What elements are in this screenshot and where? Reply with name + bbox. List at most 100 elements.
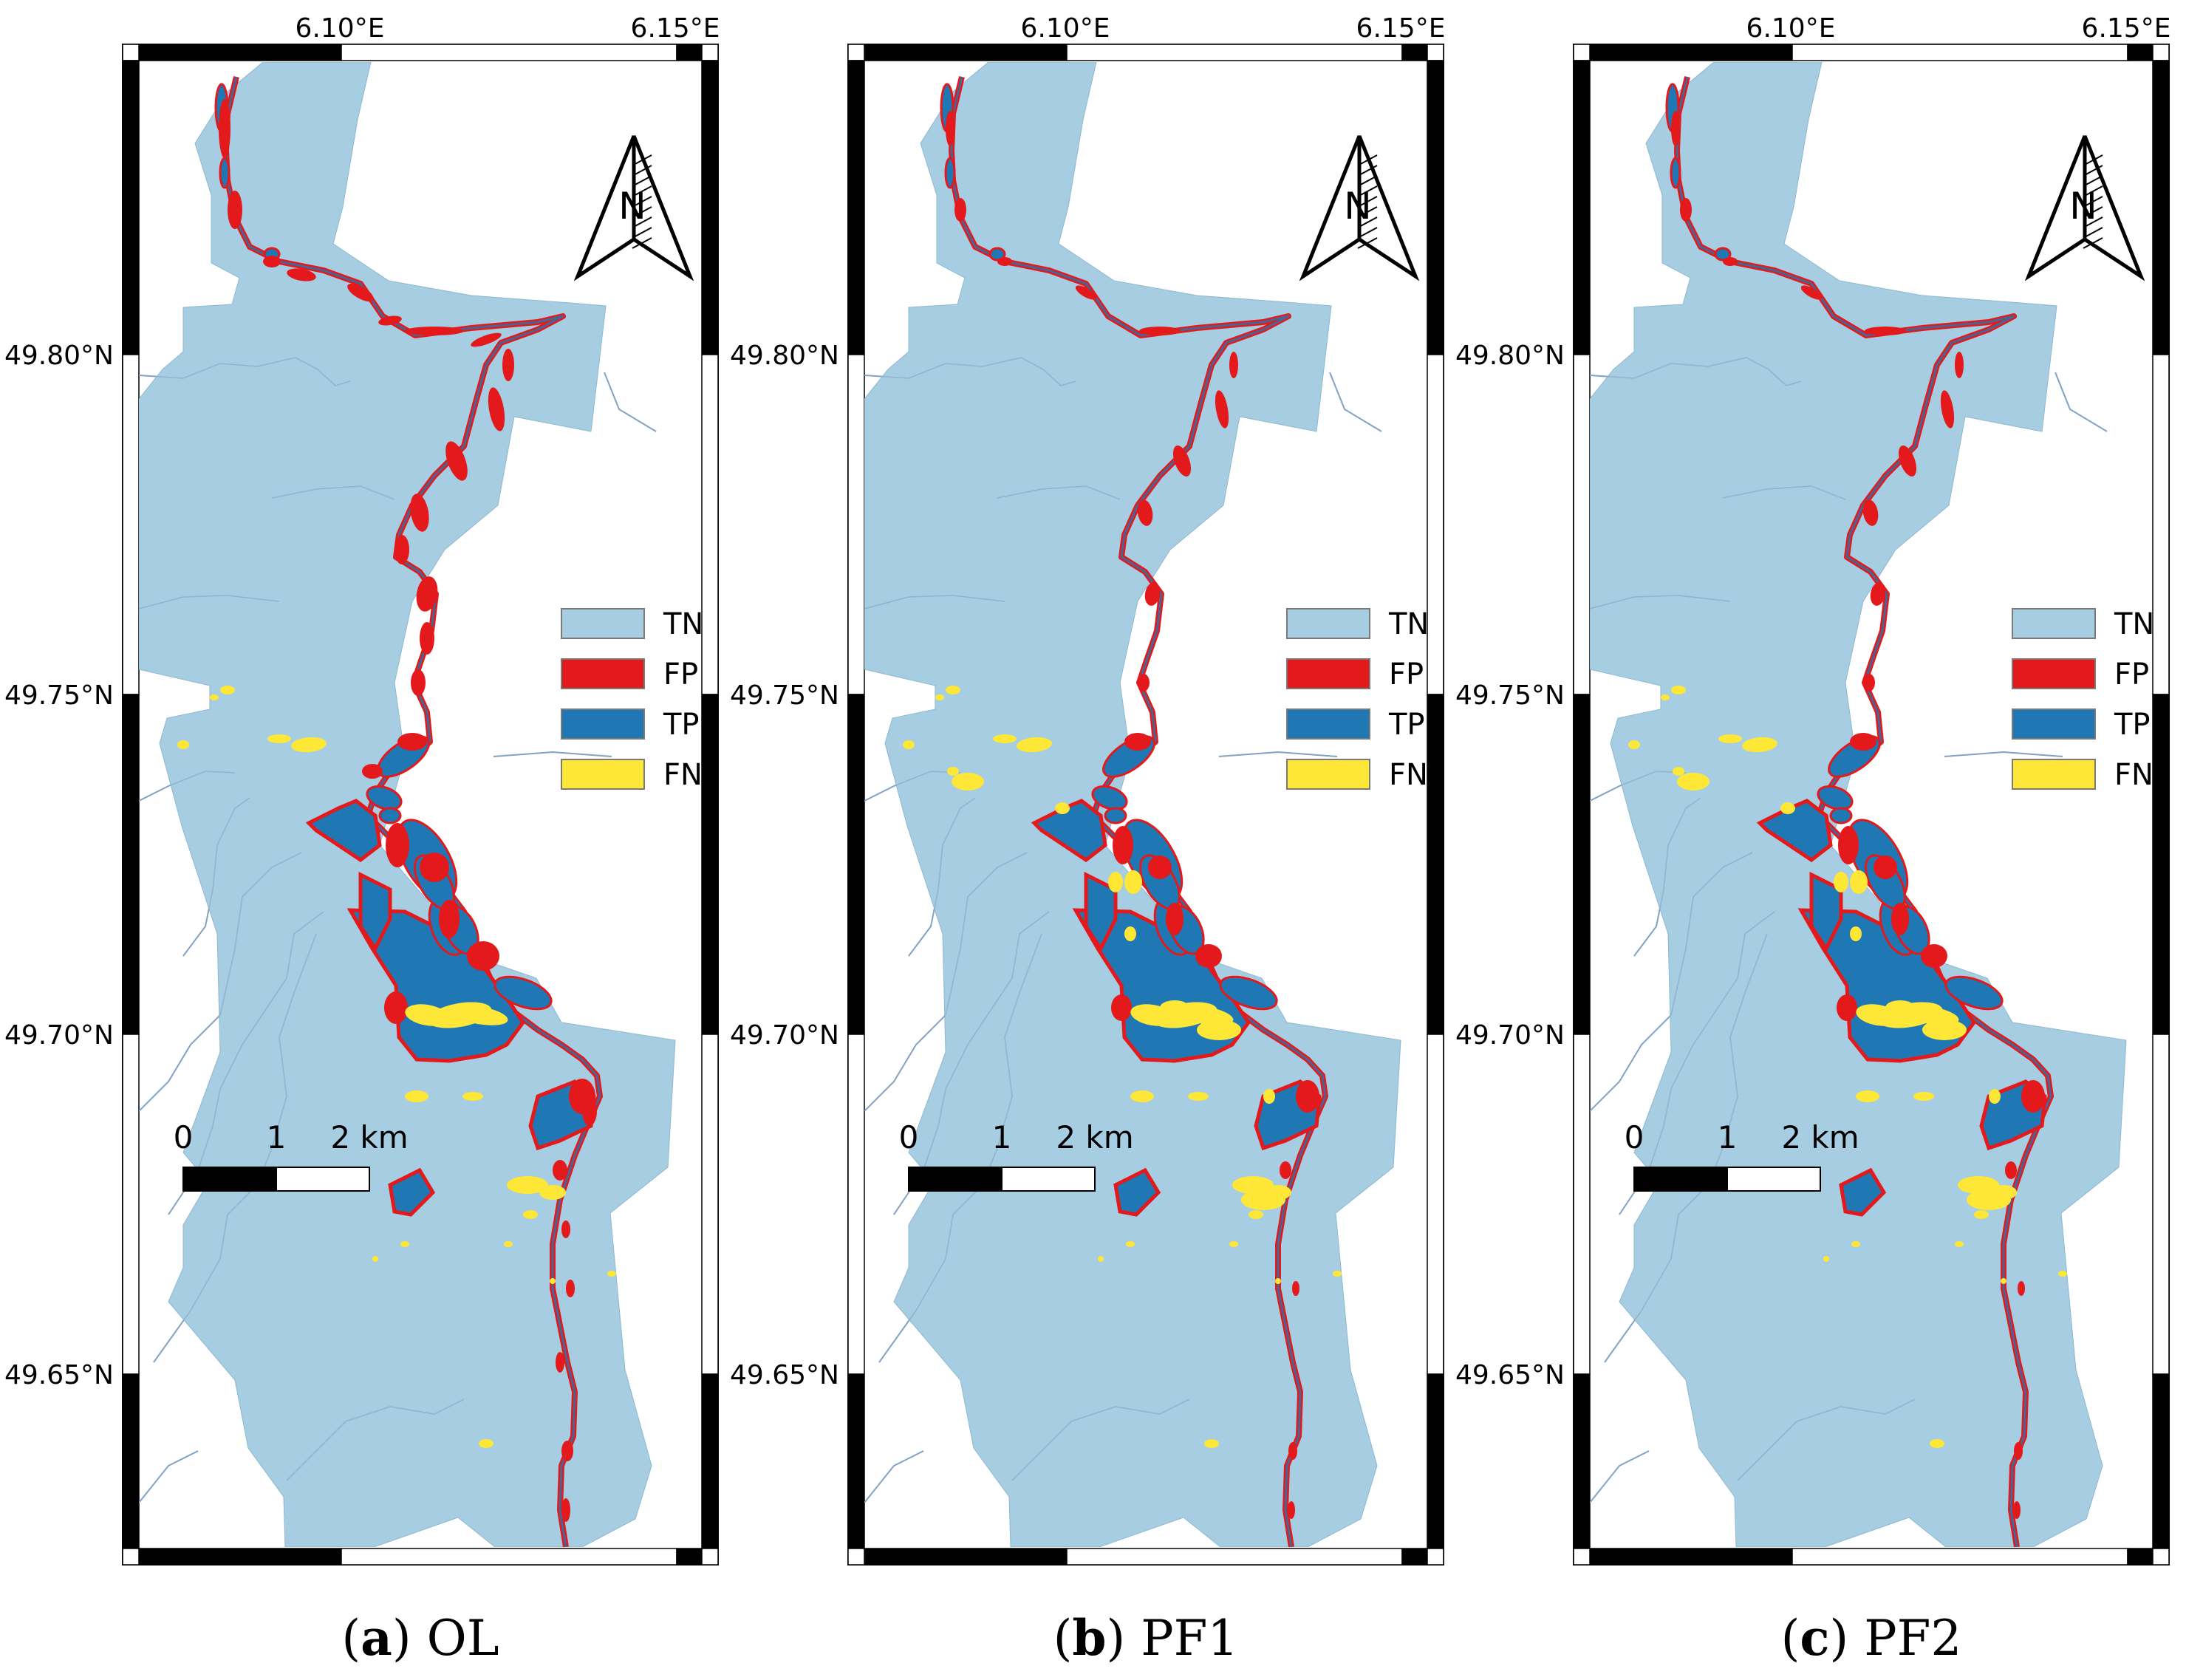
frame-right-segment [1427,60,1444,355]
fn-patch [400,1241,409,1247]
frame-left-segment [122,354,140,695]
caption-letter: a [361,1609,392,1667]
legend: TN FP TP FN [2012,607,2154,792]
north-arrow-hatch [2083,196,2103,208]
fn-patch [1677,773,1709,791]
fp-patch [1111,994,1132,1021]
frame-left-segment [122,60,140,355]
frame-left-segment [1573,1034,1591,1375]
north-arrow-hatch [632,165,652,177]
north-arrow-hatch [2083,175,2103,187]
stream-line-overlay [1633,797,1701,957]
north-arrow-hatch [632,216,652,228]
fp-patch [420,853,449,882]
fp-patch [394,535,409,564]
fn-patch [1628,740,1640,749]
stream-line-overlay [1011,1399,1190,1481]
panel-caption: (c) PF2 [1781,1609,1962,1667]
fn-patch [607,1271,616,1277]
panel-caption: (b) PF1 [1053,1609,1239,1667]
fp-patch [362,764,383,779]
frame-top-segment [1401,44,1428,61]
fp-patch [287,268,316,281]
scale-label-2: 2 km [1781,1119,1859,1155]
scale-label-1: 1 [267,1119,287,1155]
legend-swatch-fp [2012,658,2096,689]
fp-patch [1800,285,1823,300]
fn-patch [1130,1090,1154,1102]
fn-patch [405,1090,428,1102]
stream-line-overlay [1619,911,1775,1215]
fp-patch [1891,903,1909,935]
tp-patch [944,157,956,189]
north-arrow-hatch [1357,185,1378,197]
fn-patch [1955,1241,1964,1247]
fp-patch [488,387,505,431]
river-tp-line [1676,76,2052,1547]
legend-label-fn: FN [663,758,703,792]
legend-label-tp: TP [663,708,700,742]
fp-patch [1723,257,1738,266]
north-arrow-hatch [1357,196,1378,208]
legend-swatch-tn [2012,608,2096,639]
frame-top-segment [1573,44,1793,61]
stream-line-overlay [493,751,612,757]
fn-patch [1055,802,1070,814]
stream-line-overlay [139,357,351,386]
lon-tick-label: 6.15°E [2082,13,2171,44]
fn-patch [1922,1020,1967,1040]
fp-patch [347,283,374,302]
fn-patch [993,734,1017,743]
fp-patch [445,441,468,481]
stream-line-overlay [864,771,961,802]
fp-patch [1898,445,1917,477]
fp-patch [1195,944,1222,968]
legend-swatch-tn [1286,608,1370,639]
fp-patch [1296,1080,1319,1113]
legend-swatch-fn [2012,759,2096,790]
fn-patch [1850,870,1868,894]
scale-bar: 0 1 2 km [1625,1119,1859,1192]
fp-patch [416,576,438,612]
north-arrow-hatch [632,185,652,197]
legend-label-fn: FN [2114,758,2153,792]
legend-label-tp: TP [2114,708,2151,742]
caption-letter: c [1800,1609,1829,1667]
legend-label-fn: FN [1389,758,1428,792]
frame-bottom-segment [1573,1548,1793,1565]
river-tp-line [225,76,601,1547]
tp-patch [305,799,382,863]
north-arrow-icon: N [2024,135,2145,281]
fn-patch [1930,1439,1944,1448]
fp-patch [378,315,402,326]
fn-patch [1671,686,1686,694]
stream-line-overlay [168,911,324,1215]
frame-right-segment [701,60,719,355]
legend-swatch-fn [1286,759,1370,790]
fp-patch [1850,733,1876,751]
stream-line-overlay [1737,1399,1916,1481]
fp-patch [410,494,429,532]
north-arrow-hatch [632,206,652,218]
frame-left-segment [847,354,865,695]
fn-patch [550,1278,556,1284]
lat-tick-label: 49.75°N [730,680,839,711]
north-arrow-hatch [2083,216,2103,228]
fp-patch [420,622,434,655]
north-arrow-hatch [1357,165,1378,177]
frame-left-segment [122,44,140,61]
fn-patch [1229,1241,1238,1247]
fp-patch [1229,352,1238,378]
scale-label-2: 2 km [1056,1119,1133,1155]
fn-patch [372,1256,378,1262]
fn-patch [1188,1092,1209,1101]
scale-label-2: 2 km [330,1119,408,1155]
fn-patch [1275,1278,1281,1284]
scale-label-1: 1 [1718,1119,1738,1155]
fp-patch [954,198,966,222]
lon-tick-label: 6.15°E [631,13,720,44]
frame-top-segment [1792,44,2128,61]
fp-patch [1874,856,1897,879]
fn-patch [220,686,235,694]
fn-patch [1108,872,1123,892]
